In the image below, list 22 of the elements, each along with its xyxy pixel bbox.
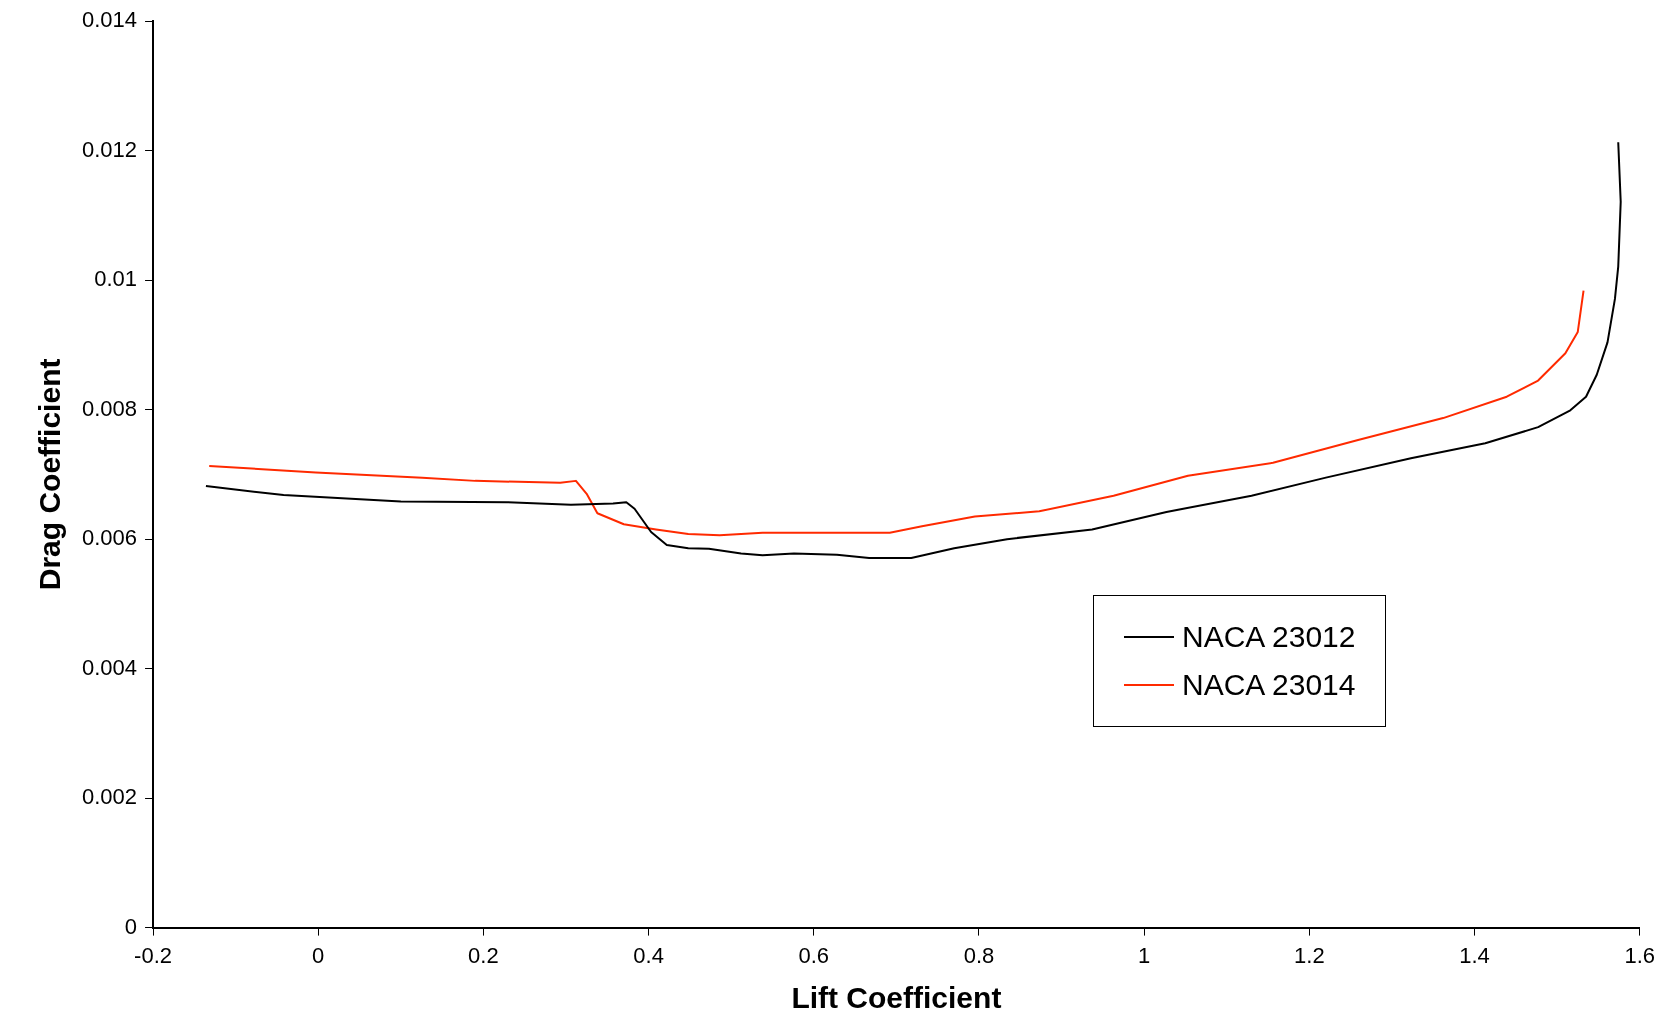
x-tick-label: 0.8 <box>963 942 995 968</box>
y-tick-label: 0.004 <box>81 654 138 680</box>
x-tick-label: 1.2 <box>1294 942 1325 968</box>
x-axis-title: Lift Coefficient <box>791 981 1002 1015</box>
y-tick-label: 0.014 <box>81 7 138 33</box>
y-tick-label: 0.01 <box>94 266 138 292</box>
x-tick-label: 0.6 <box>798 942 830 968</box>
y-tick-label: 0.008 <box>81 395 138 421</box>
x-tick-label: -0.2 <box>134 942 173 968</box>
x-tick-label: 1.6 <box>1624 942 1656 968</box>
legend-label: NACA 23012 <box>1182 620 1356 654</box>
y-tick-label: 0.012 <box>81 136 138 162</box>
x-tick-label: 1.4 <box>1459 942 1490 968</box>
y-tick-label: 0.002 <box>81 784 138 810</box>
y-axis-title: Drag Coefficient <box>33 358 67 591</box>
x-tick-label: 0 <box>312 942 325 968</box>
x-tick-label: 0.2 <box>468 942 499 968</box>
x-tick-label: 0.4 <box>633 942 664 968</box>
x-tick-label: 1 <box>1138 942 1151 968</box>
legend-label: NACA 23014 <box>1182 668 1356 702</box>
y-tick-label: 0 <box>124 913 138 939</box>
y-tick-label: 0.006 <box>81 525 138 551</box>
